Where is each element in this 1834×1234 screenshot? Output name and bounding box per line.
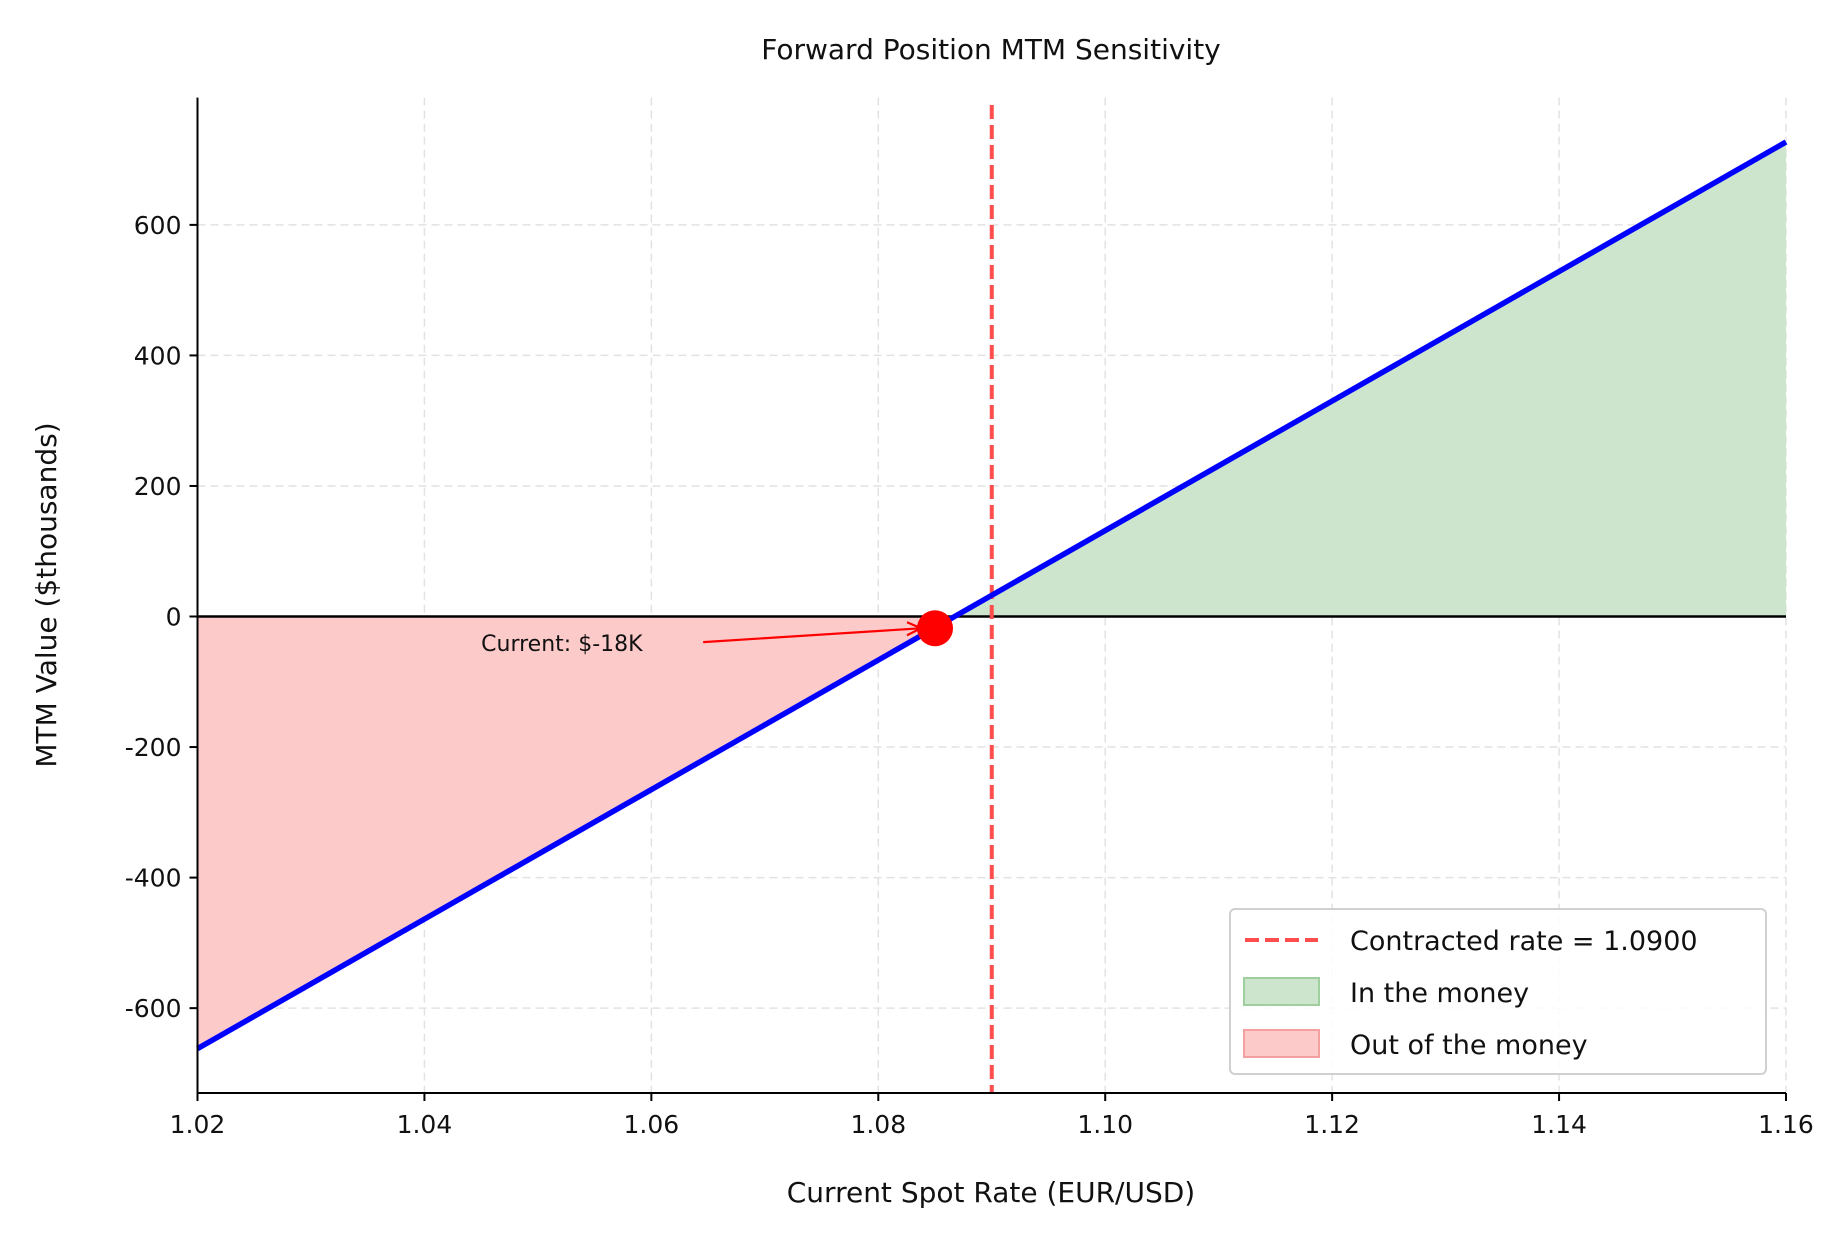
legend-frame: [1229, 908, 1767, 1075]
marks: [196, 105, 1788, 1093]
legend-green-swatch: [1243, 977, 1320, 1006]
legend-label-otm: Out of the money: [1350, 1030, 1588, 1061]
y-axis-label: MTM Value ($thousands): [30, 422, 63, 767]
x-tick-label: 1.02: [170, 1110, 226, 1139]
x-tick-label: 1.14: [1531, 1110, 1587, 1139]
current-point: [917, 610, 954, 647]
x-tick-label: 1.06: [624, 1110, 680, 1139]
y-tick-label: 400: [134, 341, 182, 370]
axes: 1.02 1.04 1.06 1.08 1.10 1.12 1.14 1.16 -600 -400…: [125, 97, 1814, 1139]
legend-label-itm: In the money: [1350, 978, 1529, 1009]
x-tick-label: 1.12: [1304, 1110, 1360, 1139]
x-tick-label: 1.04: [397, 1110, 453, 1139]
y-tick-label: -200: [125, 733, 182, 762]
y-tick-label: 0: [166, 603, 182, 632]
y-tick-label: 200: [134, 472, 182, 501]
in-the-money-fill: [954, 141, 1786, 617]
y-tick-label: -600: [125, 994, 182, 1023]
legend-label-contracted: Contracted rate = 1.0900: [1350, 926, 1698, 957]
y-tick-label: 600: [134, 211, 182, 240]
current-annotation: Current: $-18K: [481, 632, 643, 657]
y-tick-label: -400: [125, 864, 182, 893]
mtm-line: [196, 139, 1788, 1052]
x-axis-label: Current Spot Rate (EUR/USD): [787, 1176, 1195, 1209]
x-tick-label: 1.08: [850, 1110, 906, 1139]
x-tick-label: 1.16: [1758, 1110, 1814, 1139]
chart-title: Forward Position MTM Sensitivity: [761, 33, 1221, 66]
annotation-arrow: [703, 627, 922, 644]
x-tick-label: 1.10: [1077, 1110, 1133, 1139]
legend-red-swatch: [1243, 1029, 1320, 1058]
legend: Contracted rate = 1.0900 In the money Ou…: [1229, 908, 1767, 1075]
